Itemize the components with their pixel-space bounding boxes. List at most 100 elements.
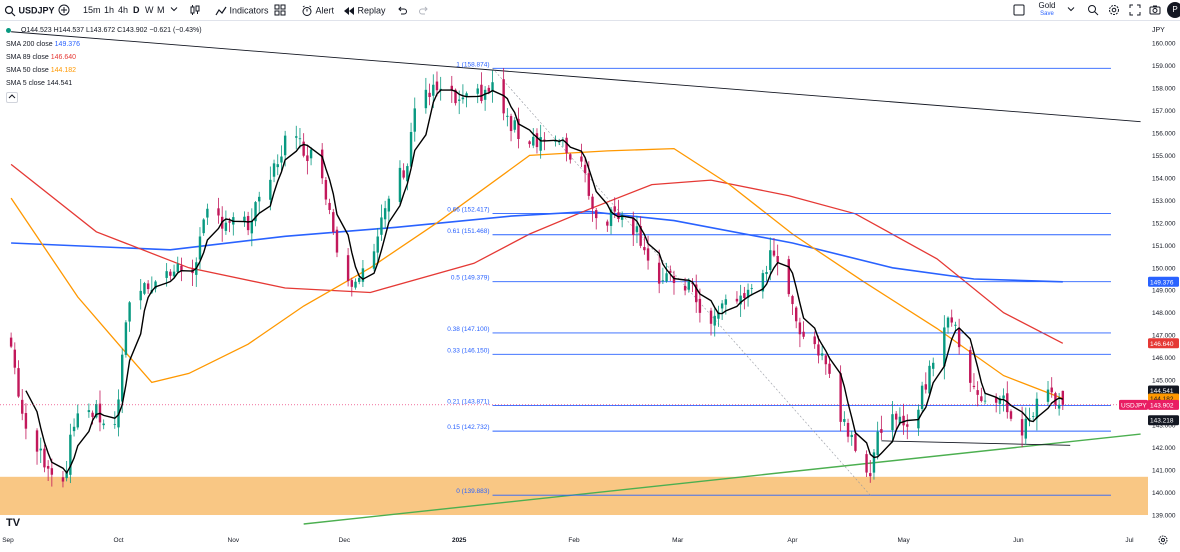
trendline-resistance xyxy=(11,31,1141,123)
candle-body xyxy=(735,298,739,302)
candle-body xyxy=(772,250,776,256)
price-badge-label: 149.376 xyxy=(1150,279,1174,286)
chart-canvas[interactable]: 139.000140.000141.000142.000143.000144.0… xyxy=(0,21,1180,547)
x-tick-label: Sep xyxy=(2,537,14,544)
sma5-legend[interactable]: SMA 5 close 144.541 xyxy=(6,79,72,88)
candle-body xyxy=(532,136,535,146)
candle-body xyxy=(539,137,542,151)
ohlc-legend: O144.523 H144.537 L143.672 C143.902 −0.6… xyxy=(6,26,202,35)
y-tick-label: 150.000 xyxy=(1152,265,1176,272)
sma89-legend[interactable]: SMA 89 close 146.640 xyxy=(6,53,76,62)
interval-dropdown[interactable] xyxy=(170,4,178,16)
interval-1h[interactable]: 1h xyxy=(104,5,115,15)
candle-body xyxy=(65,471,68,479)
interval-15m[interactable]: 15m xyxy=(83,5,101,15)
candle-body xyxy=(224,222,228,231)
candle-body xyxy=(554,140,557,142)
collapse-legend-button[interactable] xyxy=(6,92,18,103)
candle-body xyxy=(569,154,572,160)
sma50-value: 144.182 xyxy=(50,67,77,74)
sma200-legend[interactable]: SMA 200 close 149.376 xyxy=(6,40,80,49)
y-tick-label: 146.000 xyxy=(1152,355,1176,362)
candle-body xyxy=(824,355,828,365)
candle-body xyxy=(717,312,720,319)
interval-w[interactable]: W xyxy=(145,5,154,15)
gear-icon xyxy=(1158,535,1168,545)
candle-body xyxy=(906,424,909,427)
candle-body xyxy=(246,216,250,231)
avatar[interactable]: P xyxy=(1167,2,1180,18)
candle-body xyxy=(957,328,961,348)
chart-type-button[interactable] xyxy=(189,4,201,16)
candle-body xyxy=(720,303,724,309)
interval-m[interactable]: M xyxy=(157,5,165,15)
candle-body xyxy=(854,433,857,451)
price-badge-label: 143.902 xyxy=(1150,402,1174,409)
candle-body xyxy=(69,434,72,475)
redo-button[interactable] xyxy=(418,4,430,16)
candle-body xyxy=(383,208,387,220)
interval-d[interactable]: D xyxy=(133,5,140,15)
candle-body xyxy=(9,337,13,347)
sma89-value: 146.640 xyxy=(50,54,77,61)
symbol-status-dot xyxy=(6,28,11,33)
candle-body xyxy=(687,281,691,290)
candle-body xyxy=(320,149,324,179)
symbol-button[interactable]: USDJPY xyxy=(4,4,55,17)
alert-button[interactable]: Alert xyxy=(301,4,334,16)
candle-body xyxy=(791,296,794,305)
search-button[interactable] xyxy=(1087,4,1099,16)
sma50-legend[interactable]: SMA 50 close 144.182 xyxy=(6,66,76,75)
candle-body xyxy=(272,163,276,177)
settings-button[interactable] xyxy=(1108,4,1120,16)
candle-body xyxy=(528,141,531,145)
x-tick-label: Oct xyxy=(113,537,123,544)
y-tick-label: 142.000 xyxy=(1152,445,1176,452)
candle-body xyxy=(994,397,998,403)
indicators-button[interactable]: Indicators xyxy=(215,4,269,16)
candle-body xyxy=(424,89,428,109)
fib-diagonal xyxy=(492,68,871,496)
candle-body xyxy=(13,349,17,368)
candle-body xyxy=(1054,393,1057,405)
account-dropdown[interactable] xyxy=(1067,4,1075,16)
fullscreen-button[interactable] xyxy=(1129,4,1141,16)
candle-body xyxy=(606,221,609,226)
candle-body xyxy=(872,452,876,473)
candle-body xyxy=(61,477,65,482)
snapshot-button[interactable] xyxy=(1149,4,1161,16)
candle-body xyxy=(387,198,391,212)
candle-body xyxy=(228,221,231,223)
x-tick-label: Jul xyxy=(1125,537,1134,544)
price-chart[interactable]: 139.000140.000141.000142.000143.000144.0… xyxy=(0,21,1180,547)
candle-body xyxy=(172,271,176,277)
undo-button[interactable] xyxy=(396,4,408,16)
replay-button[interactable]: Replay xyxy=(343,4,386,16)
y-tick-label: 148.000 xyxy=(1152,310,1176,317)
candle-body xyxy=(920,385,924,409)
demand-zone xyxy=(0,476,1148,516)
symbol-label: USDJPY xyxy=(18,5,55,16)
candle-body xyxy=(358,277,361,282)
sma5-value: 144.541 xyxy=(46,80,73,87)
candle-body xyxy=(346,255,350,282)
candle-body xyxy=(843,419,846,422)
indicators-label: Indicators xyxy=(229,5,269,16)
layouts-button[interactable] xyxy=(274,4,286,16)
candle-body xyxy=(480,84,483,102)
candle-body xyxy=(350,280,354,287)
account-button[interactable]: Gold Save xyxy=(1036,2,1058,18)
candle-body xyxy=(969,349,972,383)
layout-toggle-button[interactable] xyxy=(1013,4,1025,16)
candle-body xyxy=(258,196,261,202)
fib-level-label: 0.5 (149.379) xyxy=(451,275,490,282)
sma5-line xyxy=(25,89,1064,475)
candle-body xyxy=(413,108,416,132)
candle-body xyxy=(876,431,879,455)
candle-body xyxy=(980,396,983,402)
interval-4h[interactable]: 4h xyxy=(118,5,129,15)
candle-body xyxy=(450,85,453,90)
compare-button[interactable] xyxy=(58,4,70,16)
candle-body xyxy=(302,141,305,156)
candle-body xyxy=(954,324,957,326)
